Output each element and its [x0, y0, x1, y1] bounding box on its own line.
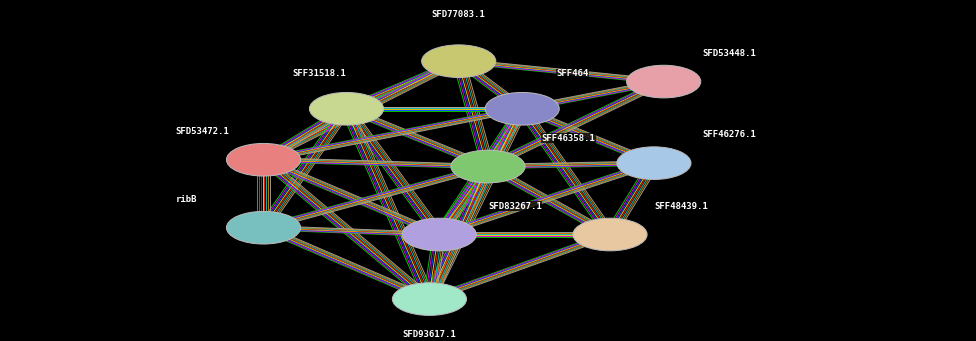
Text: SFD77083.1: SFD77083.1 — [431, 10, 486, 19]
Ellipse shape — [451, 150, 525, 183]
Text: SFF48439.1: SFF48439.1 — [654, 202, 708, 211]
Ellipse shape — [402, 218, 476, 251]
Ellipse shape — [392, 283, 467, 315]
Text: ribB: ribB — [176, 195, 197, 204]
Ellipse shape — [617, 147, 691, 179]
Text: SFF46276.1: SFF46276.1 — [703, 130, 756, 139]
Text: SFF464: SFF464 — [556, 69, 589, 78]
Ellipse shape — [627, 65, 701, 98]
Ellipse shape — [226, 211, 301, 244]
Text: SFD53448.1: SFD53448.1 — [703, 49, 756, 58]
Text: SFD93617.1: SFD93617.1 — [402, 330, 457, 339]
Text: SFF46358.1: SFF46358.1 — [542, 134, 595, 143]
Ellipse shape — [309, 92, 384, 125]
Ellipse shape — [485, 92, 559, 125]
Text: SFD83267.1: SFD83267.1 — [488, 202, 542, 211]
Ellipse shape — [573, 218, 647, 251]
Ellipse shape — [226, 144, 301, 176]
Text: SFF31518.1: SFF31518.1 — [293, 69, 346, 78]
Text: SFD53472.1: SFD53472.1 — [176, 127, 229, 136]
Ellipse shape — [422, 45, 496, 77]
